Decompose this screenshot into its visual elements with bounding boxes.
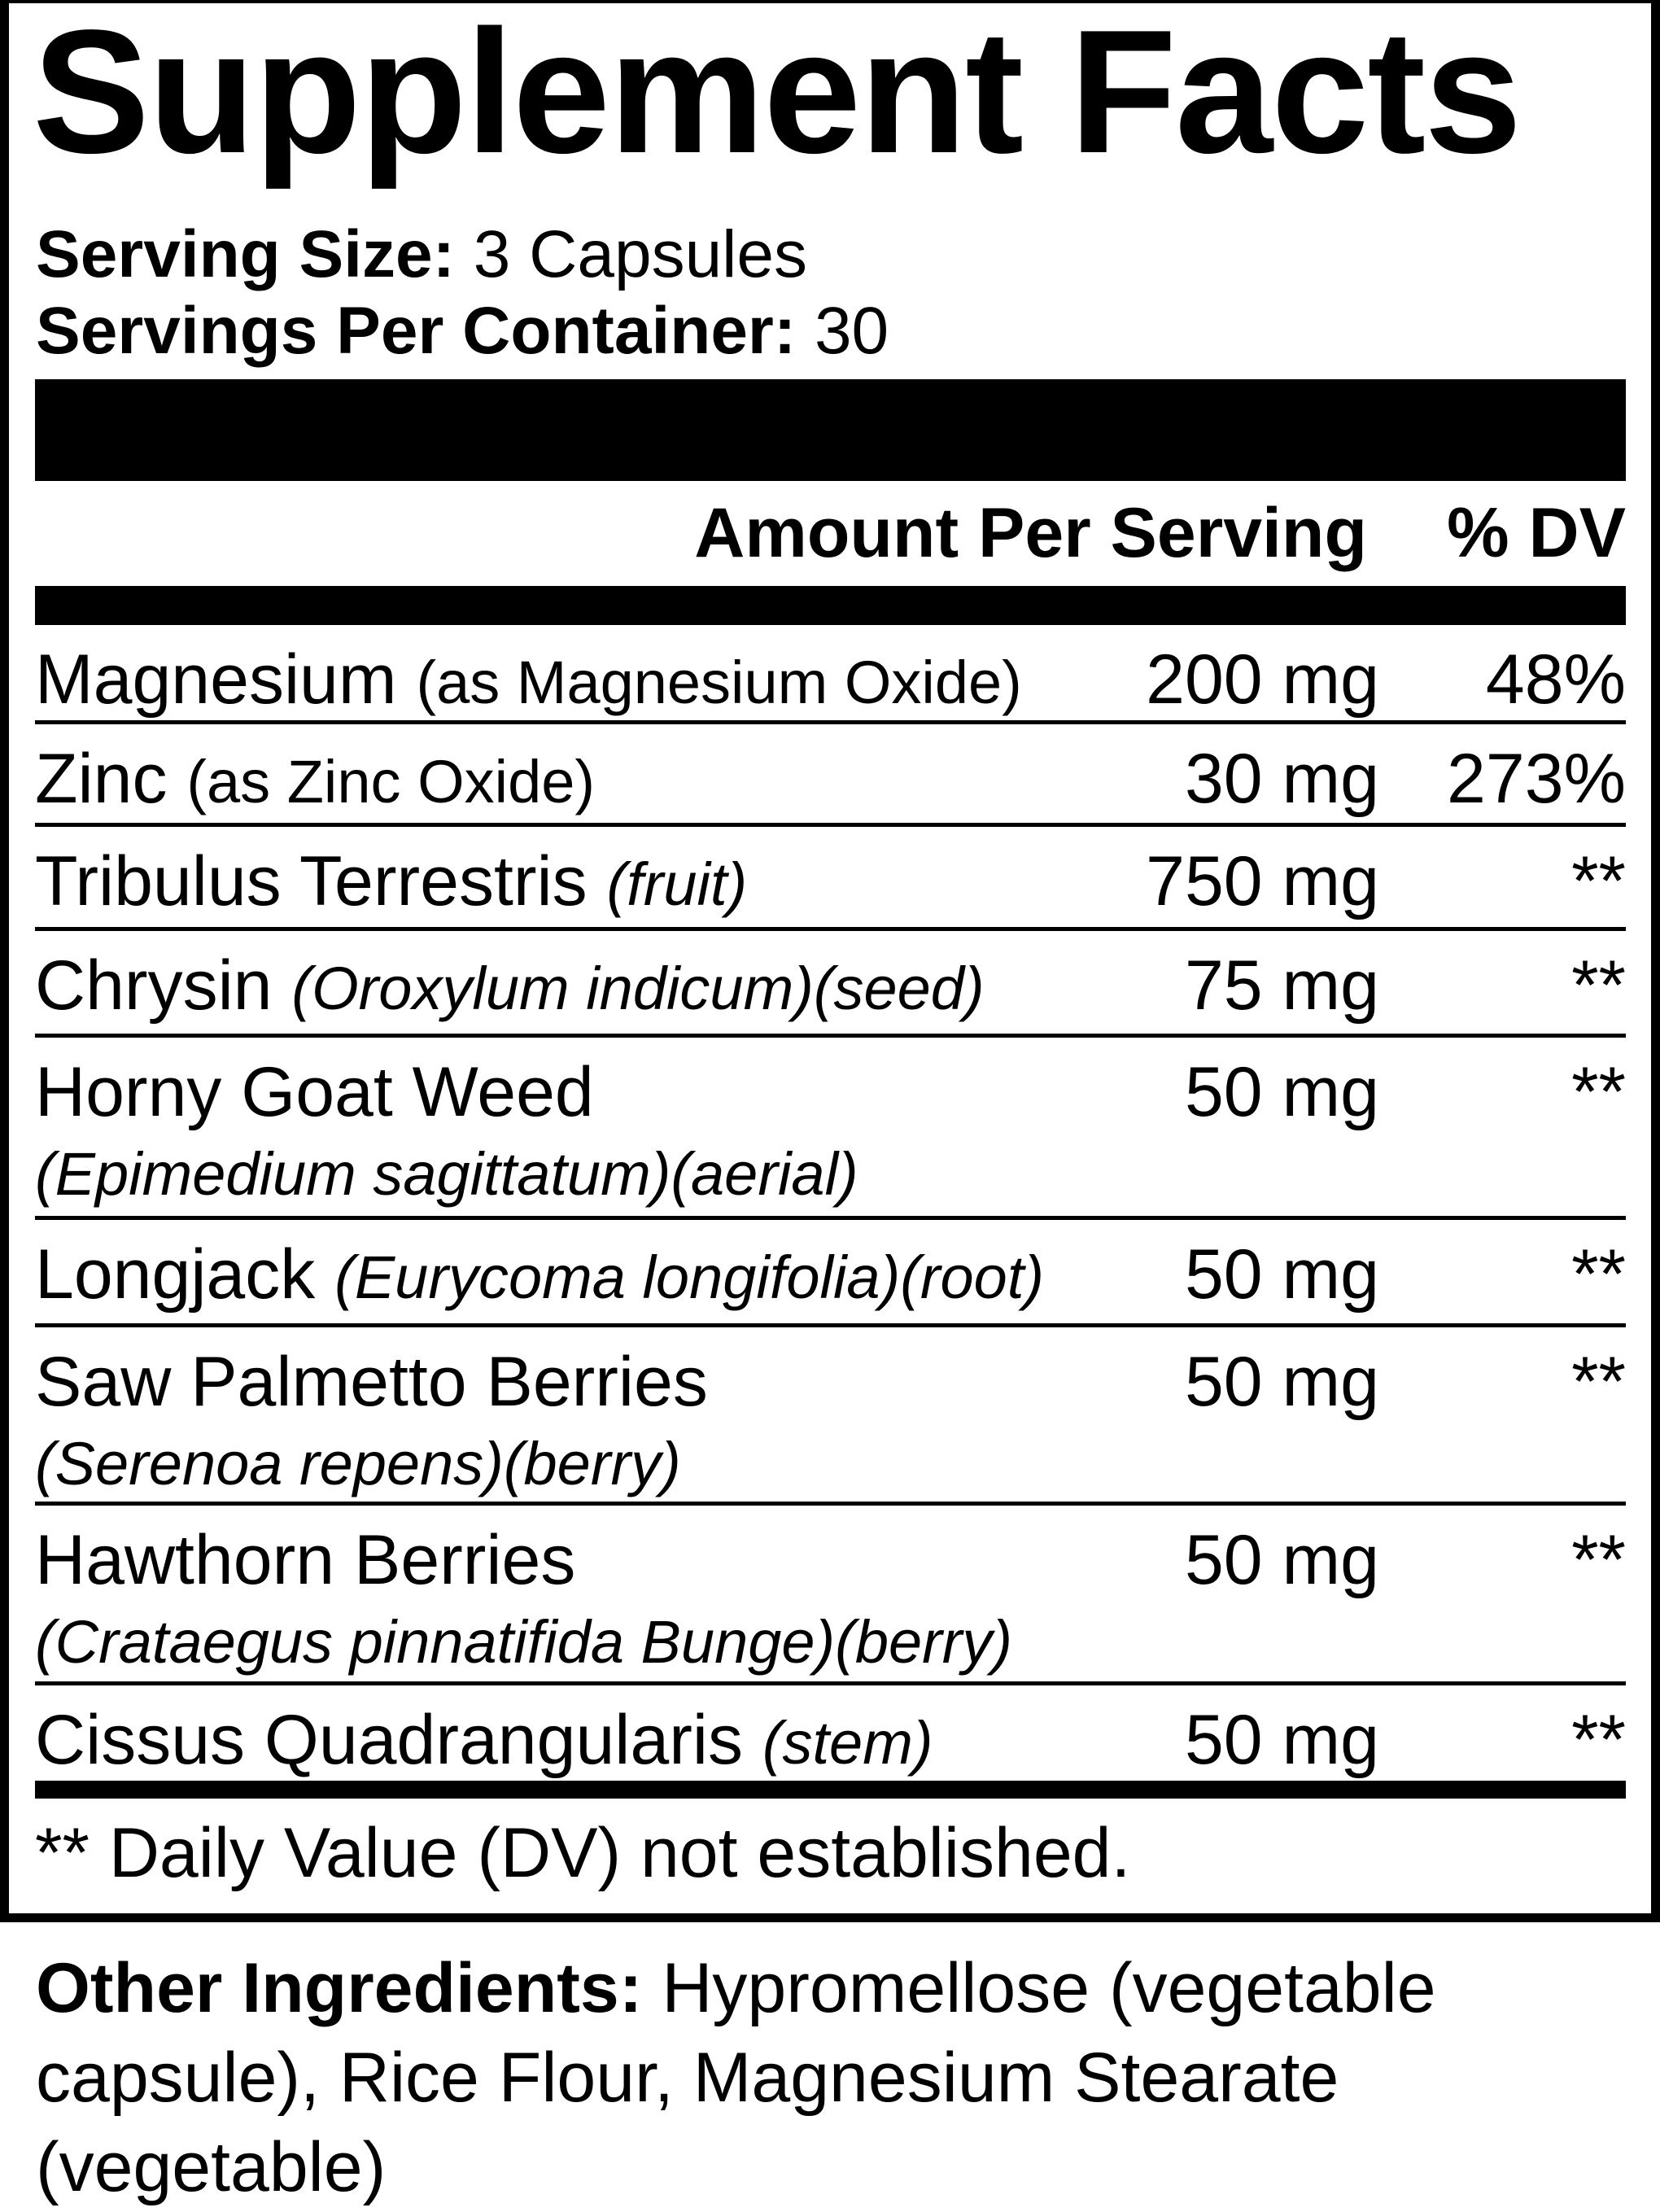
ingredient-amount: 200 mg	[1146, 640, 1379, 719]
ingredient-amount: 50 mg	[1184, 1521, 1379, 1599]
ingredient-row: Longjack (Eurycoma longifolia)(root) 50 …	[35, 1220, 1626, 1327]
ingredient-dv: 48%	[1485, 640, 1626, 719]
thick-divider	[35, 379, 1626, 481]
ingredient-detail: (Eurycoma longifolia)(root)	[334, 1244, 1045, 1311]
servings-per-container-value: 30	[814, 294, 889, 368]
serving-size-label: Serving Size:	[36, 217, 455, 291]
ingredient-detail: (Epimedium sagittatum)(aerial)	[35, 1140, 858, 1208]
ingredient-amount: 750 mg	[1146, 842, 1379, 920]
ingredient-name: Magnesium	[35, 640, 397, 719]
ingredient-row: Tribulus Terrestris (fruit) 750 mg **	[35, 827, 1626, 931]
ingredient-row: Hawthorn Berries (Crataegus pinnatifida …	[35, 1506, 1626, 1685]
ingredient-dv: **	[1571, 1053, 1626, 1131]
ingredient-name: Zinc	[35, 740, 168, 818]
ingredient-dv: **	[1571, 1521, 1626, 1599]
ingredient-row: Chrysin (Oroxylum indicum)(seed) 75 mg *…	[35, 931, 1626, 1038]
ingredient-row: Magnesium (as Magnesium Oxide) 200 mg 48…	[35, 625, 1626, 724]
ingredient-amount: 50 mg	[1184, 1343, 1379, 1421]
ingredient-dv: **	[1571, 946, 1626, 1025]
ingredient-detail: (as Magnesium Oxide)	[416, 649, 1022, 716]
serving-size: Serving Size: 3 Capsules	[36, 218, 807, 291]
ingredient-name: Cissus Quadrangularis	[35, 1701, 743, 1779]
ingredient-detail: (fruit)	[606, 850, 748, 918]
ingredient-dv: **	[1571, 1235, 1626, 1314]
other-ingredients-label: Other Ingredients:	[36, 1949, 643, 2027]
ingredient-amount: 75 mg	[1184, 946, 1379, 1025]
supplement-facts-panel	[0, 0, 1660, 1922]
ingredient-name: Longjack	[35, 1235, 316, 1314]
column-header: Amount Per Serving % DV	[35, 484, 1626, 582]
ingredient-dv: **	[1571, 1343, 1626, 1421]
ingredient-row: Cissus Quadrangularis (stem) 50 mg **	[35, 1685, 1626, 1781]
ingredient-row: Zinc (as Zinc Oxide) 30 mg 273%	[35, 724, 1626, 827]
ingredient-name: Hawthorn Berries	[35, 1521, 576, 1599]
other-ingredients: Other Ingredients: Hypromellose (vegetab…	[36, 1943, 1631, 2212]
servings-per-container-label: Servings Per Container:	[36, 294, 797, 368]
serving-size-value: 3 Capsules	[473, 217, 807, 291]
ingredient-name: Chrysin	[35, 946, 273, 1025]
ingredient-amount: 50 mg	[1184, 1235, 1379, 1314]
ingredient-detail: (Oroxylum indicum)(seed)	[291, 955, 985, 1022]
amount-header: Amount Per Serving	[694, 494, 1367, 572]
dv-header: % DV	[1447, 494, 1626, 572]
ingredient-detail: (stem)	[762, 1709, 933, 1777]
ingredient-row: Horny Goat Weed (Epimedium sagittatum)(a…	[35, 1038, 1626, 1220]
ingredient-dv: **	[1571, 1701, 1626, 1779]
ingredient-detail: (Serenoa repens)(berry)	[35, 1430, 681, 1497]
servings-per-container: Servings Per Container: 30	[36, 295, 889, 368]
medium-divider	[35, 586, 1626, 625]
ingredient-dv: **	[1571, 842, 1626, 920]
ingredient-dv: 273%	[1447, 740, 1626, 818]
bottom-divider	[35, 1781, 1626, 1799]
ingredient-amount: 50 mg	[1184, 1053, 1379, 1131]
ingredient-name: Saw Palmetto Berries	[35, 1343, 708, 1421]
footnote: ** Daily Value (DV) not established.	[35, 1814, 1131, 1892]
ingredient-amount: 30 mg	[1184, 740, 1379, 818]
ingredient-name: Tribulus Terrestris	[35, 842, 588, 920]
ingredient-detail: (as Zinc Oxide)	[186, 748, 596, 815]
panel-title: Supplement Facts	[33, 0, 1522, 190]
ingredient-name: Horny Goat Weed	[35, 1053, 594, 1131]
ingredient-row: Saw Palmetto Berries (Serenoa repens)(be…	[35, 1327, 1626, 1506]
ingredient-detail: (Crataegus pinnatifida Bunge)(berry)	[35, 1608, 1013, 1676]
other-ingredients-value: Hypromellose (vegetable capsule), Rice F…	[36, 1949, 1436, 2206]
ingredient-amount: 50 mg	[1184, 1701, 1379, 1779]
